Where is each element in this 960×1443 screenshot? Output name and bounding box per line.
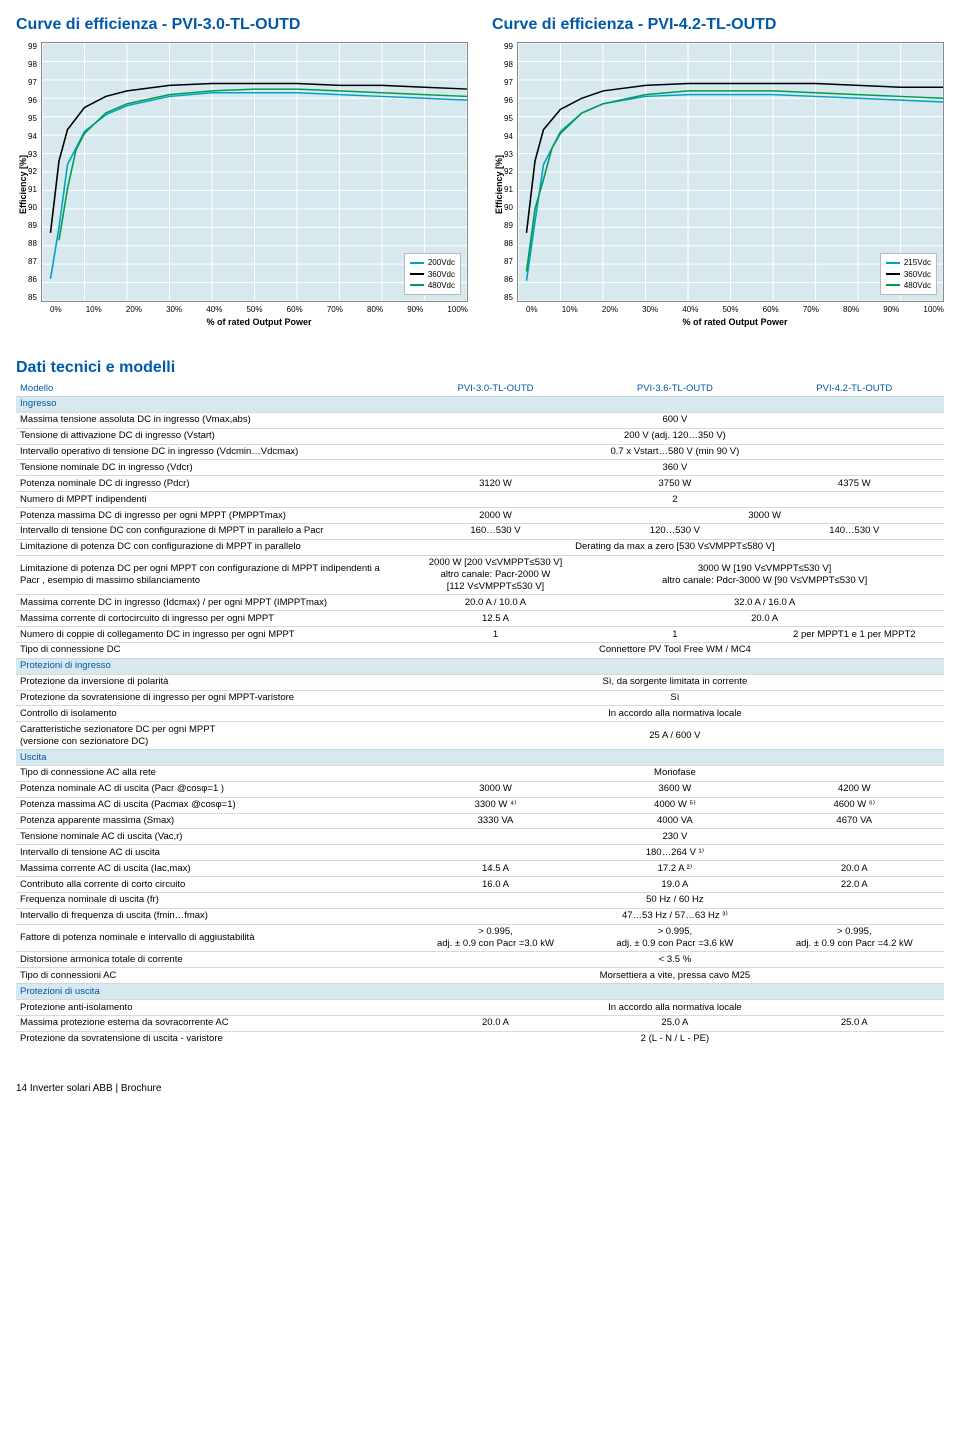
efficiency-chart-right: Efficiency [%]99989796959493929190898887… xyxy=(492,42,944,327)
page-footer: 14 Inverter solari ABB | Brochure xyxy=(16,1083,944,1094)
efficiency-chart-left: Efficiency [%]99989796959493929190898887… xyxy=(16,42,468,327)
specs-table: ModelloPVI-3.0-TL-OUTDPVI-3.6-TL-OUTDPVI… xyxy=(16,381,944,1047)
table-title: Dati tecnici e modelli xyxy=(16,359,944,377)
chart-title-right: Curve di efficienza - PVI-4.2-TL-OUTD xyxy=(492,16,944,34)
chart-title-left: Curve di efficienza - PVI-3.0-TL-OUTD xyxy=(16,16,468,34)
